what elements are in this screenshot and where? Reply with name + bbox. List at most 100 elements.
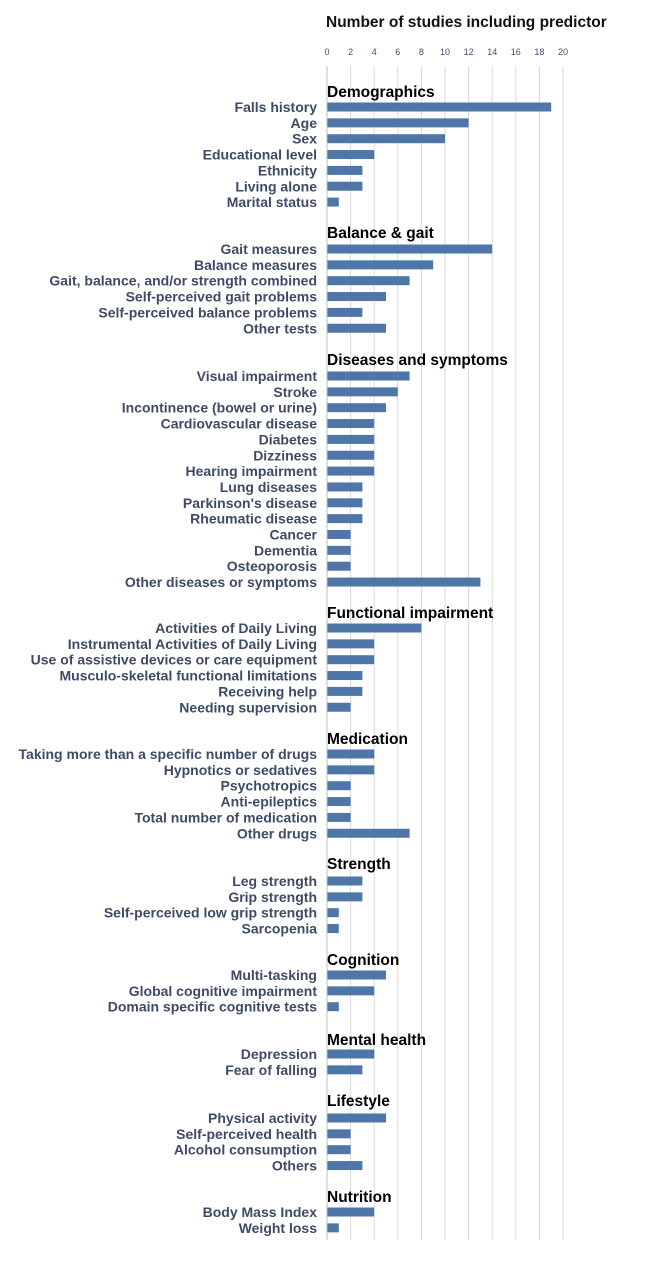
bar [327,1129,351,1139]
x-tick-label: 10 [440,47,450,57]
x-tick-label: 4 [372,47,377,57]
bar [327,797,351,807]
bar [327,514,363,524]
bar [327,908,339,918]
groups: Demographics Balance & gait Diseases and s… [327,84,508,1206]
bar [327,561,351,571]
bar [327,702,351,712]
category-label: Diabetes [259,431,318,447]
bar [327,765,375,775]
category-label: Body Mass Index [203,1204,318,1220]
bar [327,1113,386,1123]
bar [327,118,469,128]
bar [327,1065,363,1075]
category-label: Marital status [227,194,317,210]
bar [327,134,445,144]
group-heading: Mental health [327,1032,426,1049]
x-tick-label: 16 [511,47,521,57]
bar [327,102,552,112]
bar [327,197,339,207]
group-heading: Diseases and symptoms [327,352,508,369]
category-label: Self-perceived low grip strength [104,905,317,921]
group-heading: Demographics [327,84,435,101]
bar [327,292,386,302]
category-label: Balance measures [194,257,317,273]
category-label: Gait measures [221,241,318,257]
bar [327,530,351,539]
category-label: Other tests [243,320,317,336]
category-label: Cardiovascular disease [161,416,318,432]
bar [327,307,363,317]
bar [327,1207,375,1217]
bar [327,623,422,633]
category-label: Parkinson's disease [183,495,317,511]
group-heading: Balance & gait [327,225,434,242]
chart-title: Number of studies including predictor [326,14,607,31]
category-label: Weight loss [239,1220,318,1236]
group-heading: Cognition [327,952,399,969]
bar [327,639,375,649]
bar [327,970,386,980]
category-label: Incontinence (bowel or urine) [122,400,317,416]
bar [327,1161,363,1171]
category-label: Self-perceived gait problems [126,289,318,305]
bar [327,671,363,681]
category-label: Sarcopenia [242,921,318,937]
bar [327,450,375,460]
bar [327,323,386,333]
x-tick-label: 12 [464,47,474,57]
category-label: Dementia [254,542,317,558]
x-tick-label: 0 [324,47,329,57]
category-label: Cancer [270,527,318,543]
bar [327,482,363,492]
category-label: Falls history [235,99,318,115]
bar [327,577,481,587]
category-label: Dizziness [253,447,317,463]
category-label: Global cognitive impairment [129,983,318,999]
category-label: Sex [292,131,317,147]
category-label: Age [291,115,318,131]
category-label: Instrumental Activities of Daily Living [68,636,317,652]
category-label: Living alone [235,178,317,194]
x-tick-label: 8 [419,47,424,57]
category-label: Alcohol consumption [174,1142,317,1158]
category-label: Osteoporosis [227,558,317,574]
category-label: Domain specific cognitive tests [108,999,317,1015]
bar [327,1223,339,1233]
category-label: Psychotropics [221,778,318,794]
bar [327,686,363,696]
category-label: Gait, balance, and/or strength combined [49,273,317,289]
category-label: Others [272,1158,317,1174]
x-axis-ticks: 0 2 4 6 8 10 12 14 16 18 20 [324,47,568,57]
category-label: Anti-epileptics [221,794,318,810]
category-label: Physical activity [208,1110,317,1126]
bar [327,387,398,397]
group-heading: Lifestyle [327,1093,390,1110]
category-label: Leg strength [232,873,317,889]
category-label: Hypnotics or sedatives [164,762,317,778]
category-label: Lung diseases [220,479,317,495]
category-label: Grip strength [228,889,317,905]
bar [327,498,363,508]
category-label: Musculo-skeletal functional limitations [60,668,318,684]
x-tick-label: 2 [348,47,353,57]
category-label: Hearing impairment [186,463,318,479]
group-heading: Nutrition [327,1189,392,1206]
bar [327,466,375,476]
bar [327,165,363,175]
category-label: Self-perceived balance problems [98,304,317,320]
category-label: Multi-tasking [231,967,317,983]
bar [327,260,434,270]
bar [327,434,375,444]
category-label: Total number of medication [134,809,317,825]
category-label: Other diseases or symptoms [125,574,317,590]
bar [327,181,363,191]
bar [327,150,375,160]
group-heading: Medication [327,731,408,748]
bar [327,924,339,934]
x-tick-label: 20 [558,47,568,57]
category-label: Activities of Daily Living [155,620,317,636]
group-heading: Functional impairment [327,605,493,622]
category-label: Taking more than a specific number of dr… [19,746,318,762]
